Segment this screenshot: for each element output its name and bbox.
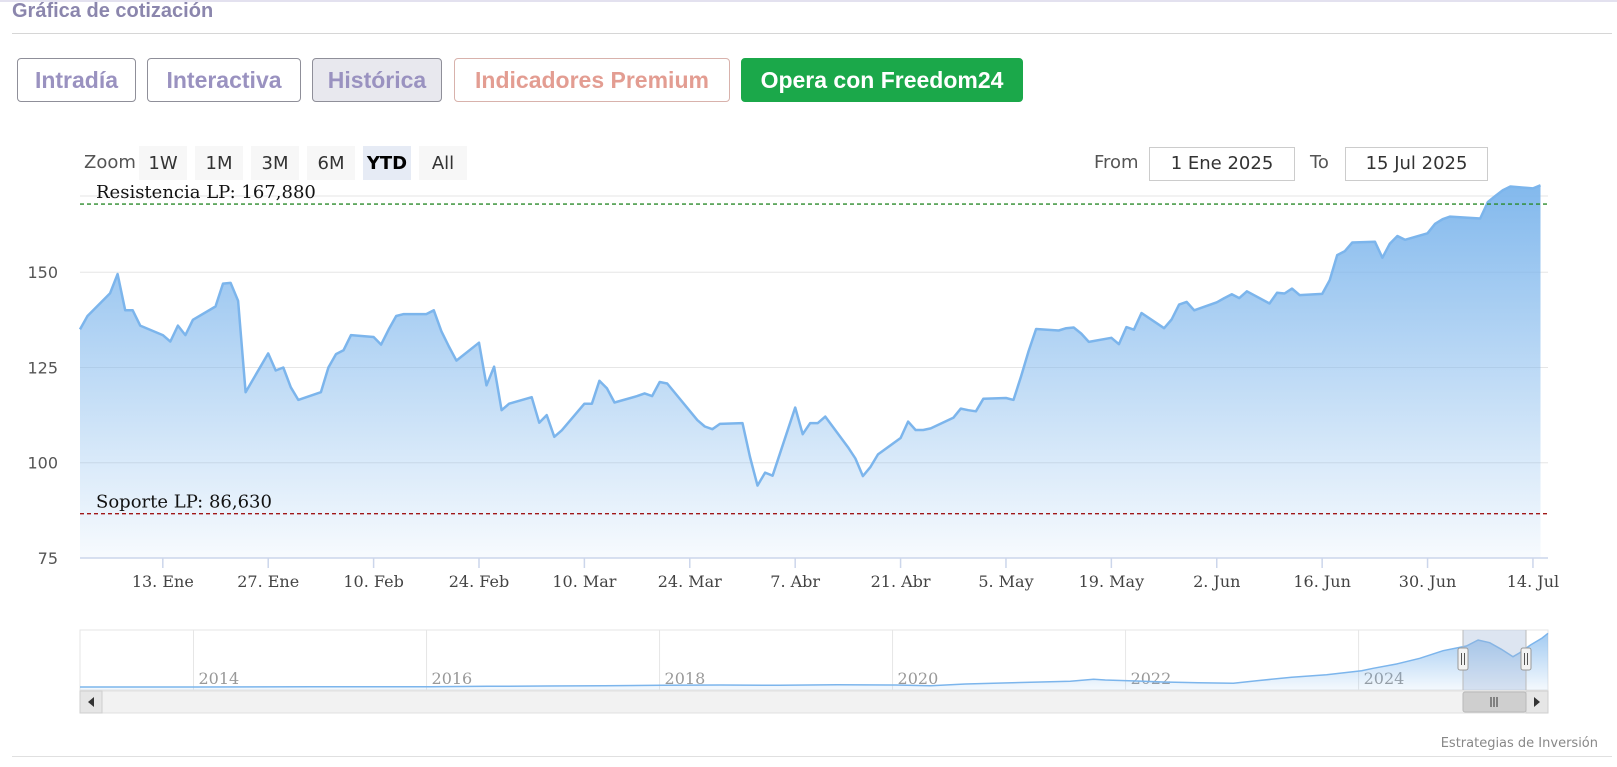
x-tick-label: 2. Jun	[1193, 572, 1240, 591]
price-line	[78, 184, 1541, 487]
x-tick-label: 27. Ene	[237, 572, 299, 591]
resistance-label: Resistencia LP: 167,880	[96, 182, 316, 203]
x-tick-label: 14. Jul	[1507, 572, 1559, 591]
scroll-left-arrow-icon	[88, 697, 94, 707]
x-tick-label: 24. Mar	[658, 572, 722, 591]
navigator-right-handle[interactable]	[1520, 647, 1532, 671]
range-to-input[interactable]: 15 Jul 2025	[1345, 147, 1488, 181]
header-divider	[12, 33, 1612, 34]
navigator-year-label: 2018	[665, 669, 706, 688]
navigator-area	[80, 633, 1548, 690]
x-tick-label: 7. Abr	[770, 572, 820, 591]
navigator-selection	[1463, 630, 1526, 690]
zoom-ytd-button[interactable]: YTD	[363, 146, 411, 180]
x-tick-label: 10. Feb	[343, 572, 403, 591]
y-tick-label: 125	[27, 358, 58, 377]
bottom-divider	[12, 756, 1612, 757]
tab-intradia[interactable]: Intradía	[17, 58, 136, 102]
range-from-label: From	[1094, 152, 1139, 173]
navigator-year-label: 2020	[898, 669, 939, 688]
y-tick-label: 150	[27, 263, 58, 282]
y-tick-label: 100	[27, 454, 58, 473]
x-tick-label: 5. May	[978, 572, 1033, 591]
x-tick-label: 10. Mar	[552, 572, 616, 591]
zoom-6m-button[interactable]: 6M	[307, 146, 355, 180]
scroll-right-arrow-icon	[1534, 697, 1540, 707]
scrollbar-track	[79, 690, 1549, 714]
page-title: Gráfica de cotización	[12, 0, 214, 22]
tab-indicadores-premium[interactable]: Indicadores Premium	[454, 58, 730, 102]
navigator-year-label: 2014	[199, 669, 240, 688]
tab-historica[interactable]: Histórica	[312, 58, 442, 102]
x-tick-label: 24. Feb	[449, 572, 509, 591]
zoom-1m-button[interactable]: 1M	[195, 146, 243, 180]
x-tick-label: 19. May	[1079, 572, 1145, 591]
tab-interactiva[interactable]: Interactiva	[147, 58, 301, 102]
price-area	[80, 185, 1541, 559]
top-edge	[0, 0, 1617, 2]
range-to-label: To	[1310, 152, 1329, 173]
y-tick-label: 75	[38, 549, 58, 568]
credits-label: Estrategias de Inversión	[1440, 736, 1598, 751]
x-tick-label: 21. Abr	[871, 572, 931, 591]
range-from-input[interactable]: 1 Ene 2025	[1149, 147, 1295, 181]
zoom-1w-button[interactable]: 1W	[139, 146, 187, 180]
zoom-label: Zoom	[84, 152, 136, 173]
trade-freedom24-button[interactable]: Opera con Freedom24	[741, 58, 1023, 102]
x-tick-label: 30. Jun	[1399, 572, 1457, 591]
navigator-left-handle[interactable]	[1457, 647, 1469, 671]
navigator-year-label: 2016	[432, 669, 473, 688]
x-tick-label: 16. Jun	[1293, 572, 1351, 591]
zoom-all-button[interactable]: All	[419, 146, 467, 180]
navigator-scrollbar[interactable]	[79, 690, 1549, 714]
navigator-line	[80, 632, 1549, 688]
support-label: Soporte LP: 86,630	[96, 492, 272, 513]
x-tick-label: 13. Ene	[132, 572, 194, 591]
zoom-3m-button[interactable]: 3M	[251, 146, 299, 180]
